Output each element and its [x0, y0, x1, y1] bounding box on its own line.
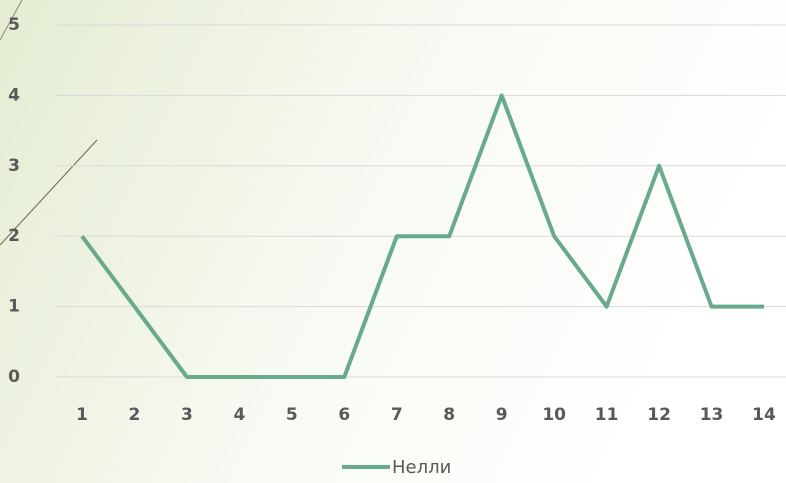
- y-tick-label: 3: [8, 156, 20, 176]
- x-tick-label: 5: [286, 405, 298, 425]
- legend-label: Нелли: [392, 457, 451, 478]
- decoration: [0, 0, 23, 41]
- x-tick-label: 9: [496, 405, 508, 425]
- y-tick-label: 1: [8, 297, 20, 317]
- x-tick-label: 8: [443, 405, 455, 425]
- x-tick-label: 4: [233, 405, 245, 425]
- x-tick-label: 10: [542, 405, 566, 425]
- x-tick-label: 12: [647, 405, 671, 425]
- x-tick-label: 6: [338, 405, 350, 425]
- y-tick-label: 0: [8, 367, 20, 387]
- y-tick-label: 4: [8, 85, 20, 105]
- x-tick-label: 11: [595, 405, 619, 425]
- decoration: [0, 139, 98, 246]
- y-tick-label: 5: [8, 15, 20, 35]
- x-tick-label: 14: [752, 405, 776, 425]
- x-tick-label: 7: [391, 405, 403, 425]
- x-tick-label: 3: [181, 405, 193, 425]
- x-tick-label: 2: [129, 405, 141, 425]
- y-tick-label: 2: [8, 226, 20, 246]
- x-tick-label: 13: [700, 405, 724, 425]
- line-series: [80, 93, 764, 379]
- x-tick-label: 1: [76, 405, 88, 425]
